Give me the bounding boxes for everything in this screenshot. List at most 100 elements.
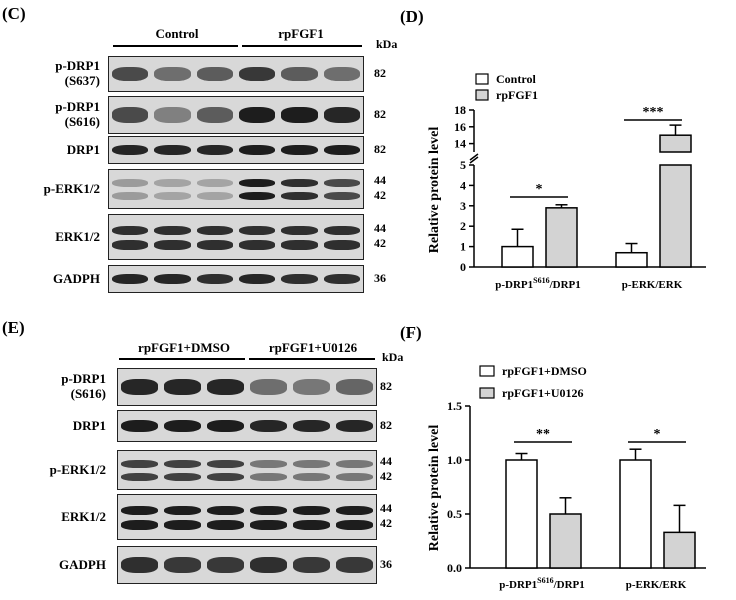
blot-band bbox=[121, 472, 158, 482]
blot-strip bbox=[117, 410, 377, 442]
blot-band bbox=[207, 472, 244, 482]
blot-band bbox=[207, 520, 244, 530]
blot-band bbox=[112, 107, 149, 123]
blot-band bbox=[336, 505, 373, 516]
blot-kda: 36 bbox=[380, 556, 392, 571]
blot-band bbox=[154, 179, 191, 188]
legend-label: rpFGF1 bbox=[496, 88, 538, 102]
blot-band bbox=[196, 66, 233, 82]
blot-band bbox=[250, 520, 287, 530]
blot-band bbox=[154, 66, 191, 82]
group-line-rpfgf1 bbox=[242, 45, 362, 47]
blot-band bbox=[239, 240, 276, 250]
blot-band bbox=[196, 191, 233, 201]
blot-band bbox=[336, 460, 373, 469]
blot-band bbox=[207, 557, 244, 573]
blot-strip bbox=[108, 169, 364, 209]
bar bbox=[501, 245, 534, 268]
blot-strip bbox=[117, 450, 377, 490]
bar bbox=[549, 513, 582, 569]
blot-band bbox=[121, 379, 158, 395]
blot-band bbox=[154, 191, 191, 201]
legend-swatch bbox=[479, 365, 495, 377]
blot-band bbox=[293, 460, 330, 469]
group-label-u0126: rpFGF1+U0126 bbox=[268, 340, 358, 355]
panel-letter-d: (D) bbox=[400, 7, 424, 26]
blot-band bbox=[196, 273, 233, 285]
y-tick-label: 2 bbox=[460, 219, 466, 233]
blot-band bbox=[250, 472, 287, 482]
legend-swatch bbox=[479, 387, 495, 399]
blot-band bbox=[239, 273, 276, 285]
blot-band bbox=[196, 240, 233, 250]
blot-kda: 44 42 bbox=[374, 221, 386, 250]
y-axis-label: Relative protein level bbox=[427, 127, 442, 254]
blot-band bbox=[121, 419, 158, 433]
blot-row-label: ERK1/2 bbox=[61, 508, 106, 524]
blot-strip bbox=[117, 368, 377, 406]
blot-band bbox=[207, 379, 244, 395]
y-tick-label: 0.5 bbox=[447, 507, 462, 521]
blot-band bbox=[112, 240, 149, 250]
axis-break bbox=[469, 153, 479, 161]
bar bbox=[659, 164, 692, 268]
blot-band bbox=[281, 107, 318, 123]
axis-break bbox=[469, 156, 479, 164]
bar bbox=[659, 134, 692, 153]
blot-band bbox=[239, 225, 276, 236]
blot-band bbox=[323, 191, 360, 201]
y-tick-label: 1.5 bbox=[447, 399, 462, 413]
kda-header: kDa bbox=[382, 350, 404, 364]
y-tick-label: 1.0 bbox=[447, 453, 462, 467]
blot-band bbox=[336, 379, 373, 395]
blot-band bbox=[164, 505, 201, 516]
blot-row-label: ERK1/2 bbox=[55, 228, 100, 244]
blot-strip bbox=[108, 136, 364, 164]
blot-band bbox=[239, 144, 276, 156]
y-tick-label: 5 bbox=[460, 158, 466, 172]
blot-band bbox=[196, 144, 233, 156]
blot-band bbox=[281, 179, 318, 188]
blot-band bbox=[323, 273, 360, 285]
blot-band bbox=[293, 520, 330, 530]
blot-band bbox=[281, 191, 318, 201]
significance-mark: ** bbox=[536, 427, 550, 442]
blot-row-label: p-ERK1/2 bbox=[49, 461, 106, 477]
blot-band bbox=[239, 66, 276, 82]
y-axis-label: Relative protein level bbox=[427, 425, 442, 552]
blot-band bbox=[121, 460, 158, 469]
blot-band bbox=[207, 505, 244, 516]
blot-band bbox=[293, 557, 330, 573]
blot-band bbox=[196, 107, 233, 123]
significance-mark: *** bbox=[643, 105, 664, 120]
blot-band bbox=[207, 419, 244, 433]
bar bbox=[619, 459, 652, 569]
blot-band bbox=[112, 66, 149, 82]
blot-strip bbox=[117, 546, 377, 584]
blot-band bbox=[293, 379, 330, 395]
legend-swatch bbox=[475, 89, 489, 101]
bar bbox=[615, 251, 648, 268]
y-tick-label: 14 bbox=[454, 137, 466, 151]
blot-band bbox=[207, 460, 244, 469]
blot-band bbox=[336, 419, 373, 433]
blot-band bbox=[293, 505, 330, 516]
blot-band bbox=[121, 557, 158, 573]
blot-kda: 82 bbox=[380, 417, 392, 432]
blot-band bbox=[112, 225, 149, 236]
blot-band bbox=[323, 66, 360, 82]
blot-band bbox=[293, 472, 330, 482]
y-tick-label: 0.0 bbox=[447, 561, 462, 575]
y-tick-label: 18 bbox=[454, 103, 466, 117]
blot-band bbox=[323, 179, 360, 188]
blot-band bbox=[250, 419, 287, 433]
blot-kda: 82 bbox=[374, 106, 386, 121]
blot-band bbox=[336, 472, 373, 482]
blot-kda: 44 42 bbox=[380, 454, 392, 483]
blot-band bbox=[281, 273, 318, 285]
bar bbox=[663, 531, 696, 569]
blot-strip bbox=[108, 96, 364, 134]
chart-panel-d: (D) Relative protein level 0 1 2 3 4 5 14 16 18 p-… bbox=[400, 7, 706, 291]
blot-band bbox=[112, 191, 149, 201]
blot-band bbox=[281, 66, 318, 82]
